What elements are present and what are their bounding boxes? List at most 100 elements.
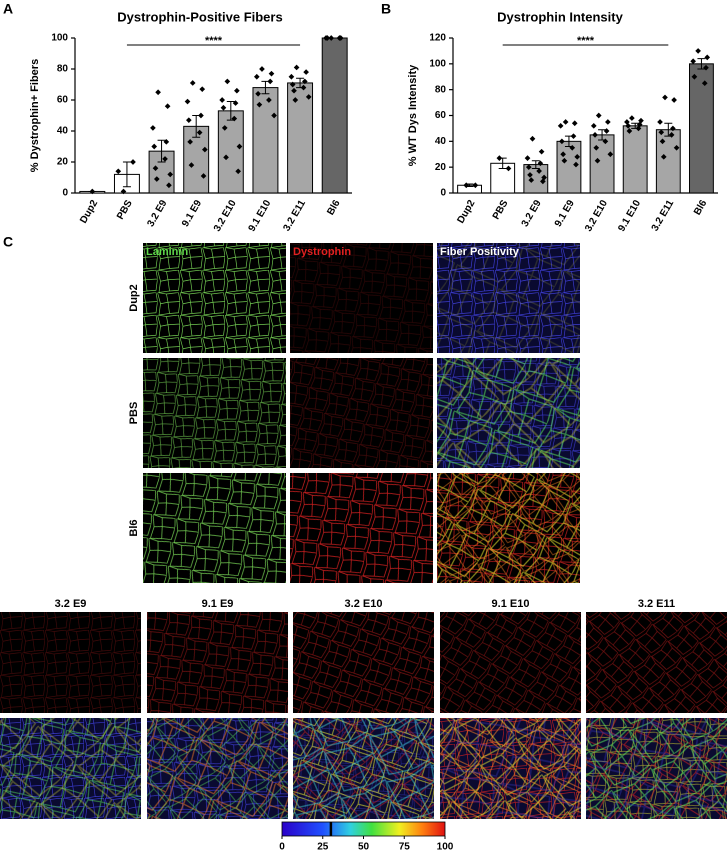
panel-label: B — [381, 1, 391, 17]
micrograph-layer — [293, 718, 434, 819]
column-label: 3.2 E10 — [345, 598, 383, 610]
colorbar-tick-label: 75 — [399, 842, 411, 853]
column-label: 9.1 E9 — [202, 598, 234, 610]
data-point — [223, 154, 229, 161]
data-point — [291, 87, 297, 94]
colorbar-tick-label: 50 — [358, 842, 370, 853]
bar — [556, 140, 582, 194]
x-tick-label: 9.1 E10 — [247, 198, 274, 234]
channel-label: Fiber Positivity — [440, 246, 520, 258]
data-point — [188, 162, 195, 168]
y-tick-label: 40 — [57, 126, 69, 137]
data-point — [569, 144, 576, 151]
data-point — [164, 103, 171, 110]
data-point — [590, 123, 597, 129]
x-tick-label: 9.1 E9 — [180, 198, 204, 229]
micrograph-layer — [143, 358, 286, 468]
data-point — [219, 97, 225, 103]
data-point — [305, 94, 312, 100]
colorbar-tick-label: 25 — [317, 842, 329, 853]
micrograph-layer — [437, 243, 580, 353]
data-point — [268, 70, 275, 77]
micrograph-layer — [0, 718, 141, 819]
data-point — [303, 69, 309, 75]
data-point — [703, 64, 709, 71]
micrograph-layer — [586, 612, 727, 713]
x-tick-label: PBS — [115, 198, 135, 222]
data-point — [571, 120, 578, 127]
data-point — [496, 155, 503, 161]
data-point — [528, 177, 535, 183]
micrograph-layer — [437, 358, 580, 468]
bar — [689, 63, 714, 194]
x-tick-label: 3.2 E10 — [212, 198, 239, 234]
data-point — [540, 178, 546, 185]
data-point — [199, 86, 206, 92]
data-point — [189, 80, 196, 86]
data-point — [524, 155, 531, 161]
data-point — [557, 123, 564, 129]
data-point — [266, 97, 272, 103]
column-label: 3.2 E11 — [638, 598, 675, 610]
data-point — [232, 100, 239, 106]
channel-label: Laminin — [146, 246, 188, 258]
data-point — [626, 128, 633, 134]
data-point — [525, 164, 532, 170]
y-axis-label: % WT Dys Intensity — [407, 64, 419, 166]
data-point — [224, 78, 231, 85]
panel-label: C — [3, 234, 13, 250]
data-point — [167, 171, 174, 178]
data-point — [625, 123, 631, 129]
y-tick-label: 0 — [440, 188, 446, 199]
x-tick-label: PBS — [491, 198, 511, 222]
panel-label: A — [3, 1, 13, 17]
data-point — [89, 188, 96, 195]
x-tick-label: 3.2 E10 — [583, 198, 610, 234]
data-point — [151, 143, 158, 150]
data-point — [529, 135, 536, 142]
data-point — [660, 154, 667, 160]
data-point — [300, 84, 307, 91]
y-tick-label: 80 — [435, 84, 447, 95]
data-point — [671, 97, 677, 103]
data-point — [200, 173, 207, 179]
data-point — [162, 156, 168, 162]
data-point — [196, 129, 203, 136]
row-label: Bl6 — [128, 519, 140, 536]
data-point — [256, 101, 263, 108]
data-point — [289, 81, 296, 88]
data-point — [202, 146, 208, 153]
error-bar — [157, 139, 166, 163]
data-point — [595, 112, 602, 119]
data-point — [658, 129, 665, 136]
y-tick-label: 100 — [51, 33, 68, 44]
bar — [217, 110, 244, 194]
y-tick-label: 60 — [435, 110, 447, 121]
data-point — [559, 138, 565, 145]
x-tick-label: 3.2 E9 — [145, 198, 169, 229]
x-tick-label: Dup2 — [78, 198, 100, 226]
data-point — [570, 133, 577, 139]
column-label: 3.2 E9 — [55, 598, 87, 610]
data-point — [221, 125, 228, 131]
data-point — [657, 119, 663, 125]
data-point — [220, 104, 227, 111]
row-label: PBS — [128, 402, 140, 425]
colorbar-tick-label: 100 — [437, 842, 454, 853]
bar — [622, 125, 648, 194]
x-tick-label: 9.1 E10 — [616, 198, 643, 234]
data-point — [288, 73, 295, 80]
x-tick-label: Bl6 — [692, 198, 710, 217]
data-point — [259, 66, 265, 72]
bar — [252, 87, 279, 194]
data-point — [115, 168, 122, 175]
data-point — [472, 182, 479, 189]
data-point — [691, 73, 698, 80]
data-point — [704, 54, 711, 61]
row-label: Dup2 — [128, 284, 140, 312]
chart-title: Dystrophin Intensity — [497, 9, 623, 24]
data-point — [537, 160, 544, 167]
y-tick-label: 60 — [57, 95, 69, 106]
data-point — [561, 157, 568, 164]
